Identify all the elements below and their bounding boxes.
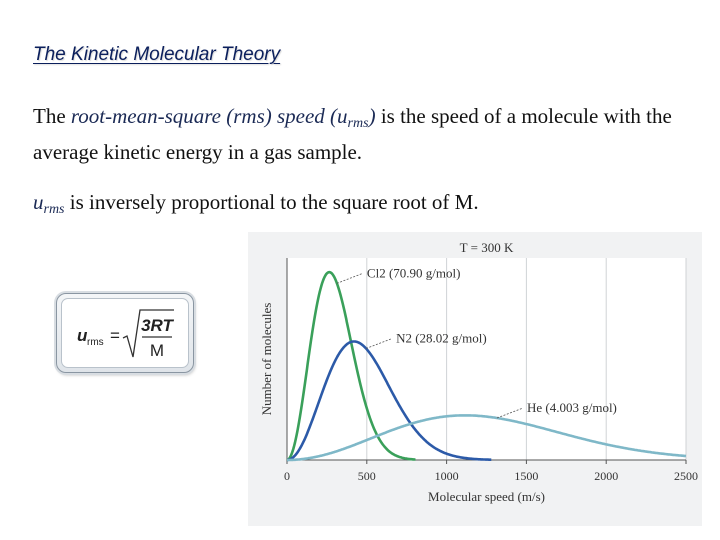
x-tick-label: 1000	[435, 469, 459, 483]
slide-title: The Kinetic Molecular Theory	[33, 44, 281, 65]
urms-symbol: u	[33, 190, 44, 214]
speed-distribution-chart: 0 500 1000 1500 2000 2500 T = 300 K Molecular s…	[248, 232, 702, 526]
rms-formula-panel: u rms = 3RT M	[61, 298, 189, 368]
formula-lhs: u	[77, 326, 88, 345]
para1-pre: The	[33, 104, 71, 128]
formula-numerator: 3RT	[141, 316, 174, 335]
series-leader-1	[365, 338, 393, 349]
series-line-2	[286, 414, 687, 462]
rms-term-close: )	[368, 104, 376, 128]
series-label-2: He (4.003 g/mol)	[527, 400, 617, 415]
rms-definition-paragraph: The root-mean-square (rms) speed (urms) …	[33, 102, 703, 167]
rms-term: root-mean-square (rms) speed (u	[70, 104, 348, 128]
urms-symbol-subscript: rms	[43, 202, 65, 217]
square-root-sign	[122, 309, 174, 358]
x-tick-label: 500	[358, 469, 376, 483]
formula-lhs-subscript: rms	[87, 337, 104, 348]
series-label-1: N2 (28.02 g/mol)	[396, 331, 487, 346]
x-tick-label: 2500	[674, 469, 698, 483]
rms-formula: u rms = 3RT M	[77, 309, 175, 360]
rms-term-subscript: rms	[347, 116, 369, 131]
plot-area	[287, 258, 686, 460]
x-tick-label: 2000	[594, 469, 618, 483]
x-tick-label: 0	[284, 469, 290, 483]
formula-equals: =	[110, 326, 120, 345]
y-axis-label: Number of molecules	[259, 303, 274, 416]
para2-text: is inversely proportional to the square …	[64, 190, 479, 214]
x-axis-label: Molecular speed (m/s)	[428, 489, 545, 504]
chart-svg: 0 500 1000 1500 2000 2500 T = 300 K Molecular s…	[259, 240, 698, 504]
formula-denominator: M	[150, 341, 164, 360]
chart-title: T = 300 K	[460, 240, 514, 255]
series-label-0: Cl2 (70.90 g/mol)	[367, 265, 461, 280]
rms-formula-box: u rms = 3RT M	[56, 293, 194, 373]
series-line-1	[286, 340, 492, 462]
proportionality-paragraph: urms is inversely proportional to the sq…	[33, 188, 703, 224]
series-leader-2	[496, 407, 524, 419]
x-tick-label: 1500	[514, 469, 538, 483]
para1-post: is the speed of a molecule with the aver…	[33, 104, 672, 164]
series-leader-0	[336, 272, 364, 284]
